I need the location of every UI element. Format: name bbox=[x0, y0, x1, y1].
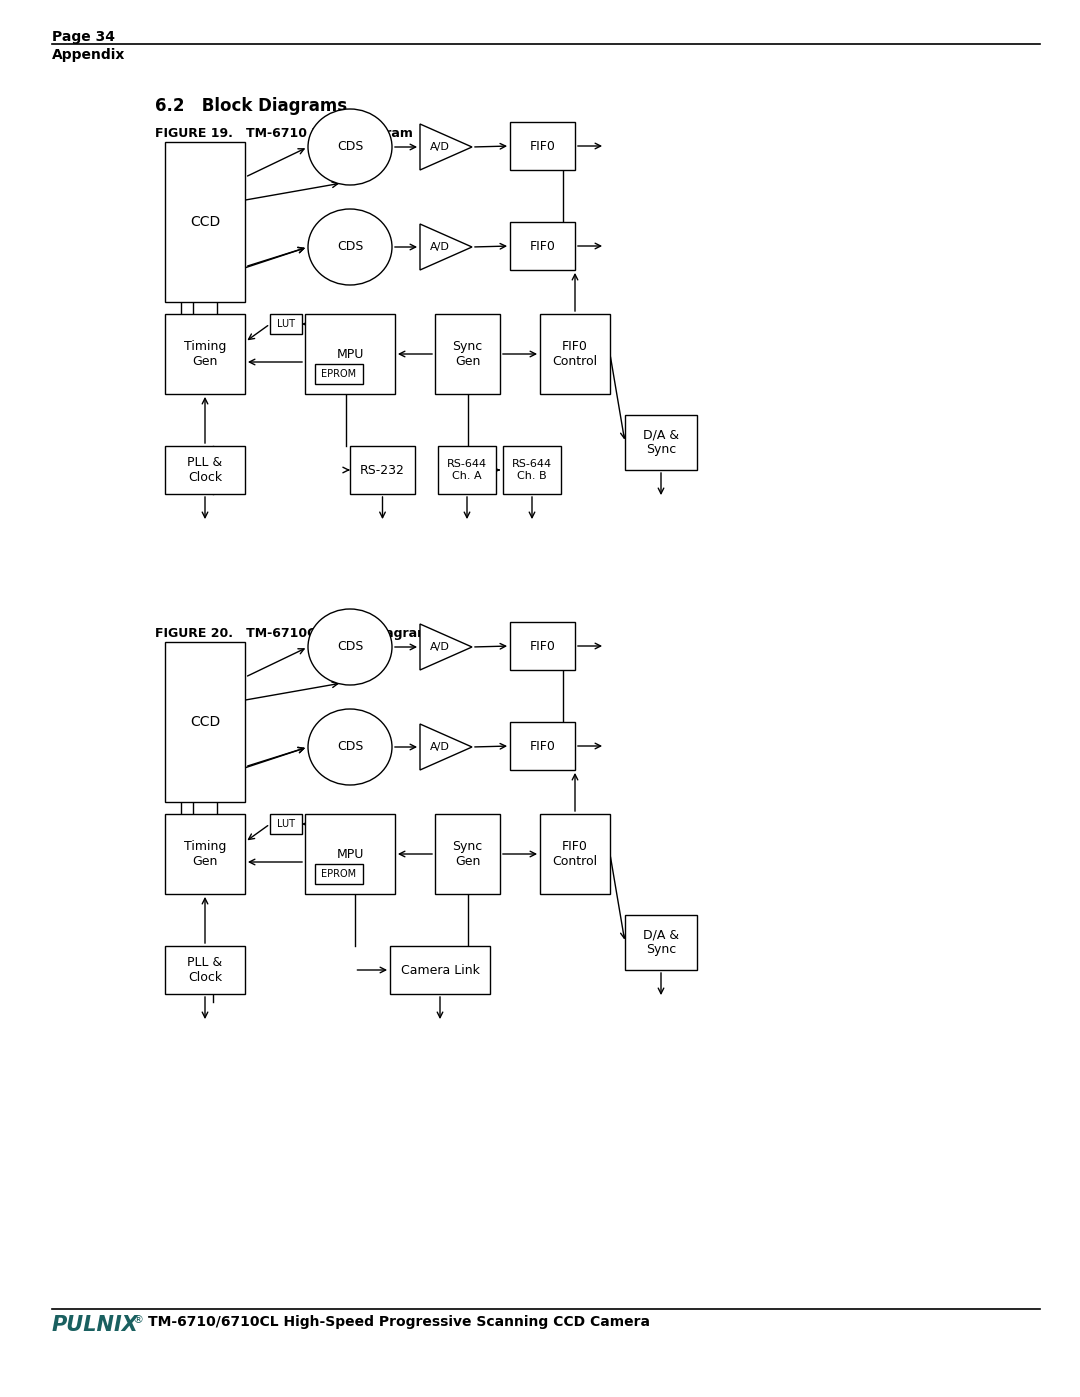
Text: CDS: CDS bbox=[337, 640, 363, 654]
Text: RS-644
Ch. B: RS-644 Ch. B bbox=[512, 460, 552, 481]
Text: RS-232: RS-232 bbox=[360, 464, 405, 476]
Bar bbox=[165, 142, 245, 302]
Bar bbox=[435, 314, 500, 394]
Text: Timing
Gen: Timing Gen bbox=[184, 339, 226, 367]
Text: A/D: A/D bbox=[430, 142, 449, 152]
Text: MPU: MPU bbox=[336, 848, 364, 861]
Text: 6.2   Block Diagrams: 6.2 Block Diagrams bbox=[156, 96, 347, 115]
Bar bbox=[390, 946, 490, 995]
Ellipse shape bbox=[308, 109, 392, 184]
Text: A/D: A/D bbox=[430, 742, 449, 752]
Bar bbox=[165, 446, 245, 495]
Text: FIF0: FIF0 bbox=[529, 640, 555, 652]
Ellipse shape bbox=[308, 210, 392, 285]
Bar bbox=[165, 946, 245, 995]
Polygon shape bbox=[420, 624, 472, 671]
Ellipse shape bbox=[308, 609, 392, 685]
Text: PULNIX: PULNIX bbox=[52, 1315, 139, 1336]
Text: CCD: CCD bbox=[190, 215, 220, 229]
Text: EPROM: EPROM bbox=[322, 369, 356, 379]
Text: A/D: A/D bbox=[430, 242, 449, 251]
Text: FIF0
Control: FIF0 Control bbox=[553, 840, 597, 868]
Text: PLL &
Clock: PLL & Clock bbox=[187, 455, 222, 483]
Bar bbox=[510, 622, 575, 671]
Text: FIF0: FIF0 bbox=[529, 140, 555, 152]
Text: TM-6710/6710CL High-Speed Progressive Scanning CCD Camera: TM-6710/6710CL High-Speed Progressive Sc… bbox=[148, 1315, 650, 1329]
Text: FIGURE 20.   TM-6710CL Block Diagram: FIGURE 20. TM-6710CL Block Diagram bbox=[156, 627, 430, 640]
Text: Timing
Gen: Timing Gen bbox=[184, 840, 226, 868]
Bar bbox=[165, 643, 245, 802]
Bar bbox=[270, 314, 302, 334]
Text: LUT: LUT bbox=[276, 819, 295, 828]
Bar bbox=[503, 446, 561, 495]
Bar bbox=[270, 814, 302, 834]
Text: PLL &
Clock: PLL & Clock bbox=[187, 956, 222, 983]
Bar bbox=[540, 814, 610, 894]
Text: A/D: A/D bbox=[430, 643, 449, 652]
Text: RS-644
Ch. A: RS-644 Ch. A bbox=[447, 460, 487, 481]
Text: CDS: CDS bbox=[337, 240, 363, 253]
Bar bbox=[435, 814, 500, 894]
Text: EPROM: EPROM bbox=[322, 869, 356, 879]
Text: FIF0: FIF0 bbox=[529, 239, 555, 253]
Text: Sync
Gen: Sync Gen bbox=[453, 339, 483, 367]
Text: Appendix: Appendix bbox=[52, 47, 125, 61]
Text: Camera Link: Camera Link bbox=[401, 964, 480, 977]
Text: LUT: LUT bbox=[276, 319, 295, 330]
Polygon shape bbox=[420, 124, 472, 170]
Bar bbox=[305, 314, 395, 394]
Bar bbox=[625, 915, 697, 970]
Text: FIF0: FIF0 bbox=[529, 739, 555, 753]
Text: ®: ® bbox=[133, 1315, 144, 1324]
Bar bbox=[540, 314, 610, 394]
Bar bbox=[510, 222, 575, 270]
Text: D/A &
Sync: D/A & Sync bbox=[643, 929, 679, 957]
Polygon shape bbox=[420, 224, 472, 270]
Bar bbox=[165, 314, 245, 394]
Bar bbox=[165, 814, 245, 894]
Text: CDS: CDS bbox=[337, 740, 363, 753]
Text: FIF0
Control: FIF0 Control bbox=[553, 339, 597, 367]
Bar bbox=[625, 415, 697, 469]
Text: D/A &
Sync: D/A & Sync bbox=[643, 429, 679, 457]
Bar bbox=[510, 122, 575, 170]
Text: CDS: CDS bbox=[337, 141, 363, 154]
Ellipse shape bbox=[308, 710, 392, 785]
Text: CCD: CCD bbox=[190, 715, 220, 729]
Bar bbox=[305, 814, 395, 894]
Polygon shape bbox=[420, 724, 472, 770]
Bar bbox=[510, 722, 575, 770]
Bar bbox=[350, 446, 415, 495]
Text: MPU: MPU bbox=[336, 348, 364, 360]
Text: Sync
Gen: Sync Gen bbox=[453, 840, 483, 868]
Text: FIGURE 19.   TM-6710 Block Diagram: FIGURE 19. TM-6710 Block Diagram bbox=[156, 127, 413, 140]
Bar bbox=[315, 863, 363, 884]
Bar bbox=[315, 365, 363, 384]
Bar bbox=[438, 446, 496, 495]
Text: Page 34: Page 34 bbox=[52, 29, 114, 43]
